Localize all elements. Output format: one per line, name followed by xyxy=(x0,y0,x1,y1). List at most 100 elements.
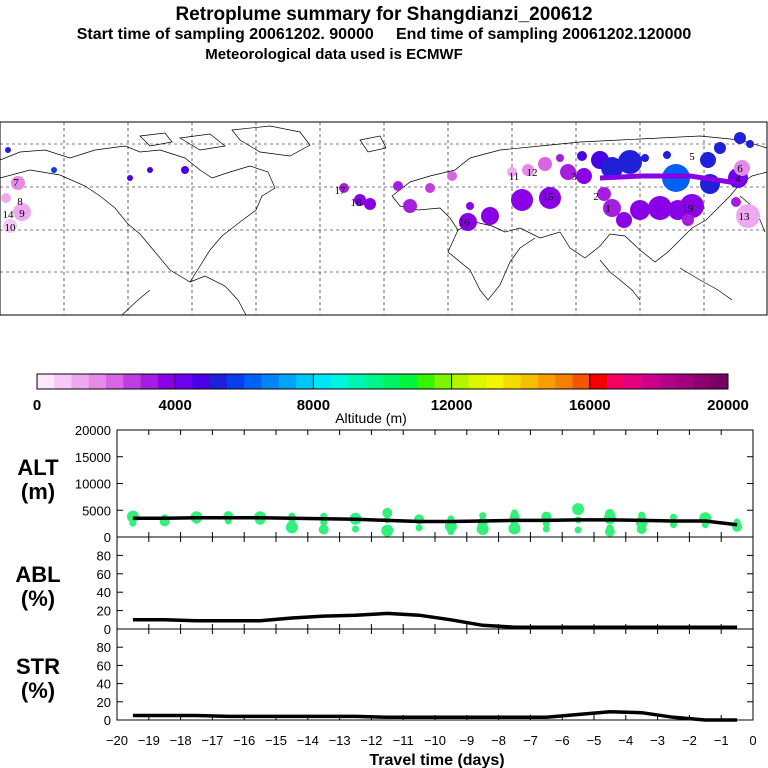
x-tick-label: −10 xyxy=(424,733,446,748)
plume-day-label: 16 xyxy=(459,217,471,229)
plume-marker-49 xyxy=(682,214,694,226)
plume-day-label: 12 xyxy=(527,167,538,179)
plume-marker-11 xyxy=(364,198,376,210)
alt-point xyxy=(447,528,455,536)
colorbar-swatch xyxy=(589,374,608,389)
x-tick-label: −3 xyxy=(650,733,665,748)
x-tick-label: −15 xyxy=(265,733,287,748)
plume-marker-41 xyxy=(734,132,746,144)
colorbar-swatch xyxy=(123,374,142,389)
x-tick-label: −11 xyxy=(393,733,414,748)
x-tick-label: −12 xyxy=(360,733,382,748)
colorbar-swatch xyxy=(244,374,263,389)
alt-point xyxy=(572,503,585,516)
x-axis-label: Travel time (days) xyxy=(369,752,504,768)
str-ytick-label: 40 xyxy=(97,677,111,692)
plume-marker-47 xyxy=(736,204,760,228)
colorbar-swatch xyxy=(399,374,418,389)
str-ytick-label: 20 xyxy=(97,695,111,710)
x-tick-label: 0 xyxy=(749,733,756,748)
plume-marker-50 xyxy=(466,202,474,210)
abl-series-line xyxy=(132,611,738,629)
plume-marker-38 xyxy=(734,160,750,176)
plume-day-label: 9 xyxy=(19,208,25,220)
plume-day-label: 15 xyxy=(543,191,555,203)
plume-marker-34 xyxy=(680,194,704,218)
plume-marker-5 xyxy=(11,176,25,190)
alt-point xyxy=(670,521,677,529)
alt-point xyxy=(415,524,423,532)
coastlines xyxy=(0,125,768,316)
altitude-colorbar: 0 4000 8000 12000 16000 20000 Altitude (m) xyxy=(33,373,749,426)
plume-day-label: 4 xyxy=(735,173,741,185)
alt-point xyxy=(444,520,457,533)
colorbar-swatch xyxy=(54,374,73,389)
plume-marker-22 xyxy=(538,157,552,171)
alt-point xyxy=(318,524,329,535)
alt-point xyxy=(574,526,582,534)
colorbar-swatch xyxy=(227,374,245,389)
colorbar-swatch xyxy=(607,374,625,389)
abl-axis-label: (%) xyxy=(21,586,55,611)
x-tick-label: −18 xyxy=(170,733,192,748)
x-tick-label: −2 xyxy=(682,733,697,748)
plume-marker-39 xyxy=(700,152,716,168)
panel-abl: 0 20 40 60 80 ABL(%) xyxy=(15,536,754,637)
colorbar-swatch xyxy=(296,374,314,389)
colorbar-swatch xyxy=(555,374,574,389)
alt-point xyxy=(479,512,487,520)
alt-ytick-label: 20000 xyxy=(75,423,111,438)
colorbar-swatch xyxy=(209,374,228,389)
alt-ytick-label: 15000 xyxy=(75,450,111,465)
panel-alt: 0 5000 10000 15000 20000 ALT(m) xyxy=(17,423,754,545)
x-tick-label: −6 xyxy=(555,733,570,748)
colorbar-tick-label: 8000 xyxy=(297,397,330,414)
plume-day-label: 10 xyxy=(5,222,17,234)
colorbar-swatch xyxy=(347,374,366,389)
chart-title: Retroplume summary for Shangdianzi_20061… xyxy=(175,4,593,25)
alt-point xyxy=(670,513,677,521)
alt-point xyxy=(382,507,393,518)
colorbar-swatch xyxy=(658,374,677,389)
x-tick-label: −5 xyxy=(587,733,602,748)
plume-marker-32 xyxy=(648,196,672,220)
plume-marker-29 xyxy=(603,199,621,217)
plume-day-label: 3 xyxy=(571,171,577,183)
colorbar-swatch xyxy=(37,374,55,389)
colorbar-swatch xyxy=(520,374,539,389)
plume-day-label: 14 xyxy=(3,209,15,221)
alt-point xyxy=(542,525,550,533)
alt-point xyxy=(285,521,298,534)
x-tick-label: −14 xyxy=(297,733,319,748)
str-ytick-label: 60 xyxy=(97,658,111,673)
plume-marker-27 xyxy=(618,150,642,174)
alt-axis-label: (m) xyxy=(21,479,55,504)
colorbar-label: Altitude (m) xyxy=(335,410,407,426)
plume-day-label: 18 xyxy=(351,197,363,209)
colorbar-swatch xyxy=(537,374,556,389)
x-tick-label: −17 xyxy=(201,733,223,748)
x-tick-label: −16 xyxy=(233,733,255,748)
x-tick-label: −13 xyxy=(329,733,351,748)
colorbar-swatch xyxy=(330,374,349,389)
abl-ytick-label: 40 xyxy=(97,585,111,600)
colorbar-swatch xyxy=(140,374,159,389)
alt-ytick-label: 0 xyxy=(104,530,111,545)
colorbar-swatch xyxy=(71,374,90,389)
abl-ytick-label: 20 xyxy=(97,604,111,619)
plume-day-label: 1 xyxy=(605,203,611,215)
plume-marker-7 xyxy=(13,203,31,221)
colorbar-tick-label: 20000 xyxy=(707,397,749,414)
alt-series-line xyxy=(132,515,738,527)
plume-day-label: 6 xyxy=(737,163,743,175)
colorbar-swatch xyxy=(175,374,193,389)
plume-marker-30 xyxy=(616,212,632,228)
colorbar-swatch xyxy=(676,374,694,389)
alt-point xyxy=(476,522,489,535)
str-ytick-label: 80 xyxy=(97,640,111,655)
plume-day-label: 2 xyxy=(593,191,599,203)
colorbar-swatch xyxy=(434,374,453,389)
plume-marker-46 xyxy=(556,154,564,162)
